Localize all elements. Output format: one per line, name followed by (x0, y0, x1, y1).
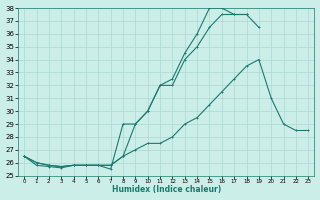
X-axis label: Humidex (Indice chaleur): Humidex (Indice chaleur) (112, 185, 221, 194)
